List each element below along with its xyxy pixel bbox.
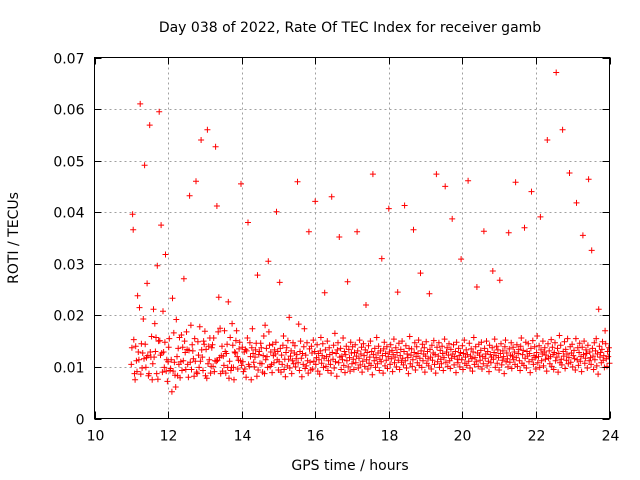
y-tick-labels: 0 0.01 0.02 0.03 0.04 0.05 0.06 0.07 [53, 52, 84, 429]
y-tick-label: 0.02 [53, 309, 84, 325]
x-tick-label: 22 [528, 429, 546, 445]
x-tick-label: 24 [602, 429, 620, 445]
chart-title: Day 038 of 2022, Rate Of TEC Index for r… [159, 20, 541, 36]
y-axis-label: ROTI / TECUs [6, 192, 22, 284]
y-tick-label: 0.04 [53, 206, 84, 222]
x-tick-label: 18 [381, 429, 399, 445]
y-tick-label: 0.07 [53, 52, 84, 68]
y-tick-label: 0.01 [53, 361, 84, 377]
axis-ticks [94, 57, 611, 420]
x-tick-label: 12 [160, 429, 178, 445]
y-tick-label: 0.03 [53, 258, 84, 274]
x-axis-label: GPS time / hours [291, 458, 408, 474]
plot-frame [94, 57, 610, 419]
y-tick-label: 0.06 [53, 103, 84, 119]
x-tick-label: 14 [234, 429, 252, 445]
x-tick-label: 20 [454, 429, 472, 445]
x-tick-labels: 10 12 14 16 18 20 22 24 [87, 429, 620, 445]
series-points [128, 69, 613, 395]
y-tick-label: 0 [76, 413, 85, 429]
x-tick-label: 16 [307, 429, 325, 445]
x-tick-label: 10 [87, 429, 105, 445]
data-points [128, 69, 613, 395]
y-tick-label: 0.05 [53, 155, 84, 171]
grid-lines [94, 57, 610, 419]
